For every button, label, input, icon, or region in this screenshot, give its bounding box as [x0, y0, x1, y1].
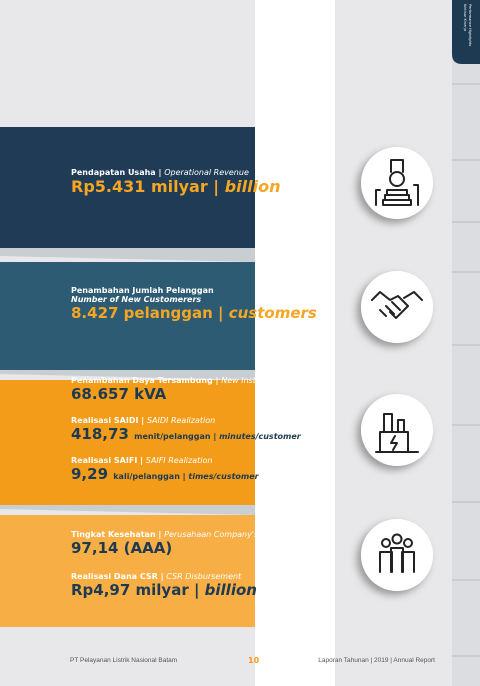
label-part: Tingkat Kesehatan |: [71, 530, 164, 539]
item-value: Rp4,97 milyar | billion: [71, 581, 257, 600]
panel-band: [0, 127, 255, 248]
value-part: Rp4,97 milyar |: [71, 581, 205, 600]
label-part: New Installed Capacity: [221, 376, 313, 385]
value-part: 68.657: [71, 385, 134, 403]
white-strip: [255, 0, 335, 686]
icon-coins: [375, 159, 419, 206]
item-value: 8.427 pelanggan | customers: [71, 304, 317, 323]
label-part: Realisasi SAIDI |: [71, 416, 147, 425]
value-part: Rp5.431 milyar |: [71, 177, 225, 197]
icon-handshake: [371, 291, 423, 319]
item-value: 68.657 kVA: [71, 385, 167, 403]
item-label: Pendapatan Usaha | Operational Revenue: [71, 168, 249, 177]
item-label: Realisasi SAIDI | SAIDI Realization: [71, 416, 215, 425]
tab-column: [452, 0, 480, 686]
item-value: 418,73 menit/pelanggan | minutes/custome…: [71, 425, 302, 443]
page-number: 10: [248, 656, 260, 665]
value-part: kVA: [134, 385, 167, 403]
value-part: menit/pelanggan |: [134, 432, 219, 441]
value-part: minutes/customer: [219, 432, 302, 441]
highlights: Pendapatan Usaha | Operational RevenueRp…: [71, 168, 329, 600]
tab-dividers: [452, 83, 480, 657]
value-part: 8.427 pelanggan |: [71, 304, 229, 323]
item-sublabel: Number of New Customerers: [71, 295, 201, 304]
tab-label: Ikhtisar Kinerja: [463, 4, 467, 31]
label-part: Penambahan Jumlah Pelanggan: [71, 286, 214, 295]
tab-active[interactable]: [452, 0, 480, 64]
item-label: Penambahan Jumlah Pelanggan: [71, 286, 214, 295]
label-part: Realisasi SAIFI |: [71, 456, 146, 465]
value-part: times/customer: [188, 472, 259, 481]
value-part: 97,14 (AAA): [71, 539, 172, 557]
label-part: Realisasi Dana CSR |: [71, 572, 166, 581]
icon-power-plant: [375, 413, 419, 453]
label-part: Penambahan Daya Tersambung |: [71, 376, 221, 385]
item-label: Tingkat Kesehatan | Perusahaan Company's…: [71, 530, 329, 539]
icon-badges: [361, 147, 433, 591]
item-label: Realisasi Dana CSR | CSR Disbursement: [71, 572, 242, 581]
item-value: 97,14 (AAA): [71, 539, 172, 557]
icon-people: [379, 533, 415, 573]
side-tabs: Ikhtisar Kinerja Performance Highlights: [452, 0, 480, 686]
panel-band: [0, 515, 255, 627]
band-edge: [0, 370, 255, 380]
item-value: 9,29 kali/pelanggan | times/customer: [71, 465, 260, 483]
value-part: billion: [225, 177, 281, 196]
label-part: SAIDI Realization: [147, 416, 215, 425]
footer-report: Laporan Tahunan | 2019 | Annual Report: [318, 657, 435, 664]
label-part: Operational Revenue: [164, 168, 249, 177]
label-part: Perusahaan Company's Soundness Level: [164, 530, 329, 539]
panel-band: [0, 262, 255, 370]
panel-band: [0, 380, 255, 505]
band-edge: [0, 505, 255, 515]
label-part: CSR Disbursement: [166, 572, 242, 581]
value-part: 418,73: [71, 425, 134, 443]
label-part: SAIFI Realization: [146, 456, 213, 465]
value-part: kali/pelanggan |: [113, 472, 188, 481]
band-edge: [0, 248, 255, 262]
label-part: Pendapatan Usaha |: [71, 168, 164, 177]
item-label: Realisasi SAIFI | SAIFI Realization: [71, 456, 212, 465]
value-part: customers: [229, 304, 317, 322]
icon-circle: [361, 147, 433, 219]
footer-company: PT Pelayanan Listrik Nasional Batam: [70, 657, 177, 664]
item-value: Rp5.431 milyar | billion: [71, 177, 280, 197]
tab-label: Performance Highlights: [468, 4, 472, 46]
item-label: Penambahan Daya Tersambung | New Install…: [71, 376, 313, 385]
value-part: billion: [205, 581, 257, 599]
value-part: 9,29: [71, 465, 113, 483]
icon-circle: [361, 519, 433, 591]
